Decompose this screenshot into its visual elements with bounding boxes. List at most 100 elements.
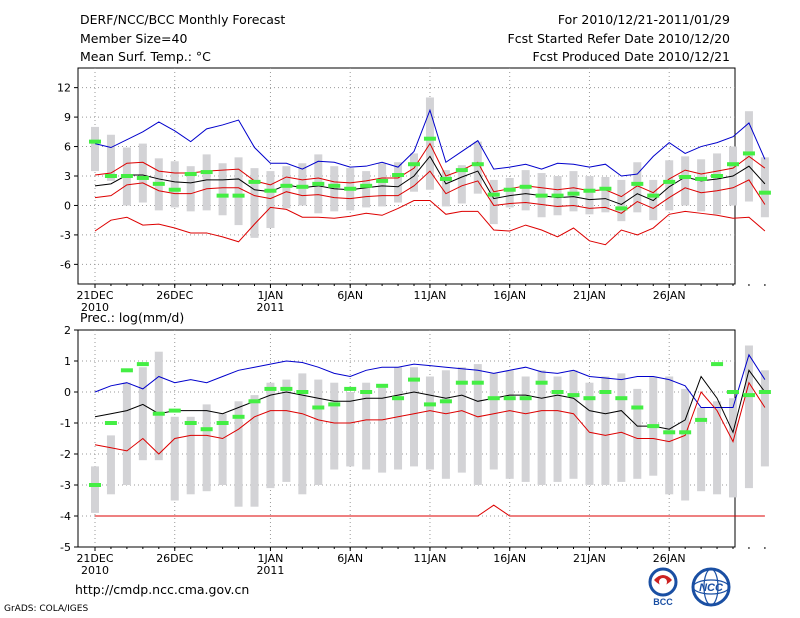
- observed-marker: [312, 181, 325, 186]
- member-size-label: Member Size=40: [80, 31, 188, 46]
- ensemble-box: [601, 376, 610, 485]
- series-line-max: [94, 353, 766, 408]
- observed-marker: [392, 173, 405, 178]
- observed-marker: [551, 390, 564, 394]
- ensemble-box: [553, 376, 562, 482]
- observed-marker: [471, 162, 484, 167]
- ensemble-box: [713, 153, 722, 215]
- x-year-label: 2010: [81, 301, 109, 314]
- y-tick-label: 9: [64, 111, 71, 124]
- observed-marker: [471, 380, 484, 385]
- ensemble-box: [410, 367, 418, 467]
- ensemble-box: [713, 401, 722, 495]
- observed-marker: [248, 179, 261, 184]
- ensemble-box: [617, 179, 626, 222]
- x-tick-label: 21DEC: [76, 289, 113, 302]
- ensemble-box: [473, 141, 482, 194]
- observed-marker: [727, 162, 739, 167]
- x-tick-label: 6JAN: [337, 289, 363, 302]
- x-tick-label: 6JAN: [337, 552, 363, 565]
- observed-marker: [679, 430, 692, 435]
- observed-marker: [152, 181, 165, 186]
- ensemble-box: [186, 166, 195, 212]
- x-tick-label: 21JAN: [573, 552, 606, 565]
- observed-marker: [423, 402, 436, 407]
- observed-marker: [455, 168, 468, 173]
- observed-marker: [695, 176, 708, 181]
- observed-marker: [120, 368, 133, 373]
- ensemble-box: [346, 392, 355, 467]
- y-tick-label: -2: [60, 448, 71, 461]
- ensemble-box: [91, 466, 99, 513]
- bcc-logo-text: BCC: [653, 597, 673, 607]
- observed-marker: [200, 170, 213, 175]
- observed-marker: [184, 421, 197, 425]
- observed-marker: [758, 390, 771, 394]
- observed-marker: [711, 362, 724, 367]
- ensemble-box: [298, 373, 307, 495]
- ensemble-box: [744, 345, 753, 489]
- observed-marker: [519, 396, 532, 401]
- x-tick-label: 21DEC: [76, 552, 113, 565]
- ensemble-box: [234, 157, 243, 226]
- ensemble-box: [218, 413, 227, 485]
- observed-marker: [120, 174, 133, 178]
- ensemble-box: [138, 367, 147, 461]
- observed-marker: [615, 396, 628, 401]
- series-line-lower-red: [94, 170, 766, 214]
- chart-panel-2: 2 1 0 -1 -2 -3 -4 -5 21DEC 26DEC 1JAN 6JAN 11JAN 16JA…: [60, 310, 771, 577]
- ensemble-box: [314, 379, 323, 485]
- ensemble-box: [760, 370, 769, 467]
- y-tick-label: -1: [60, 417, 71, 430]
- x-tick-label: 11JAN: [414, 289, 447, 302]
- observed-marker: [376, 383, 389, 388]
- observed-marker: [216, 421, 229, 425]
- y-tick-label: 1: [64, 355, 71, 368]
- observed-marker: [455, 380, 468, 385]
- y-tick-label: 3: [64, 170, 71, 183]
- observed-marker: [152, 411, 165, 416]
- series-line-max: [94, 108, 766, 177]
- observed-marker: [599, 186, 612, 191]
- observed-marker: [615, 206, 628, 211]
- ensemble-box: [282, 379, 291, 482]
- observed-marker: [136, 362, 149, 367]
- ensemble-box: [617, 373, 626, 482]
- x-tick-label: 11JAN: [414, 552, 447, 565]
- observed-marker: [89, 139, 101, 144]
- ensemble-box: [266, 171, 275, 229]
- observed-marker: [232, 193, 245, 198]
- series-line-min: [94, 381, 766, 455]
- ensemble-box: [218, 163, 227, 216]
- ensemble-box: [473, 364, 482, 485]
- observed-marker: [567, 191, 580, 196]
- precip-panel-title: Prec.: log(mm/d): [80, 310, 184, 325]
- observed-marker: [312, 405, 325, 410]
- observed-marker: [758, 190, 771, 195]
- series-line-min: [94, 200, 766, 246]
- ensemble-box: [202, 154, 211, 211]
- ensemble-box: [106, 435, 115, 495]
- ensemble-box: [585, 382, 594, 485]
- y-tick-label: -4: [60, 510, 71, 523]
- series-line-mean: [94, 155, 766, 206]
- observed-marker: [104, 421, 117, 425]
- x-tick-label: 26JAN: [653, 552, 686, 565]
- observed-marker: [503, 396, 516, 401]
- observed-marker: [519, 184, 532, 189]
- ensemble-box: [91, 126, 99, 172]
- observed-marker: [168, 408, 181, 413]
- source-url[interactable]: http://cmdp.ncc.cma.gov.cn: [75, 582, 250, 597]
- ensemble-box: [394, 162, 403, 203]
- ensemble-box: [410, 153, 418, 192]
- y-tick-label: -3: [60, 229, 71, 242]
- observed-marker: [216, 193, 229, 198]
- x-year-label: 2011: [256, 301, 284, 314]
- ensemble-box: [505, 177, 514, 208]
- ensemble-box: [170, 416, 179, 501]
- x-tick-label: 1JAN: [258, 552, 284, 565]
- x-tick-label: 26JAN: [653, 289, 686, 302]
- ensemble-box: [378, 163, 387, 207]
- observed-marker: [360, 390, 373, 394]
- ensemble-box: [441, 370, 450, 479]
